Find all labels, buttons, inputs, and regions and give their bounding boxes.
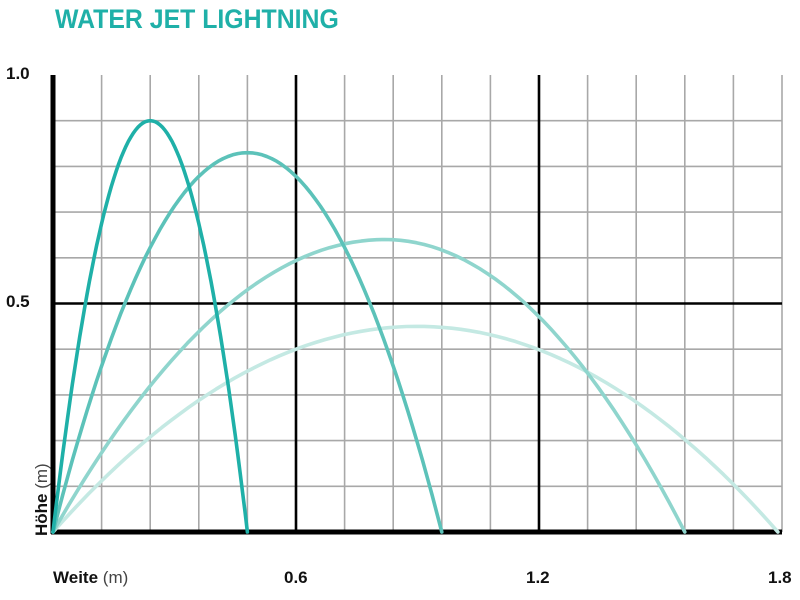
x-axis-name: Weite [53,568,99,587]
y-tick-0.5: 0.5 [6,292,30,311]
trajectory-curve [51,118,250,534]
axes [50,75,782,535]
curves [51,118,780,534]
trajectory-curve [51,150,444,534]
x-tick-0.6: 0.6 [284,568,308,587]
y-tick-1.0: 1.0 [6,64,30,83]
x-axis-label: Weite (m) [53,568,128,588]
trajectory-curve [51,237,687,534]
chart-title: WATER JET LIGHTNING [55,4,339,34]
trajectory-curve [51,324,780,534]
x-axis-unit: (m) [102,568,129,587]
x-tick-1.2: 1.2 [526,568,550,587]
x-tick-1.8: 1.8 [768,568,792,587]
